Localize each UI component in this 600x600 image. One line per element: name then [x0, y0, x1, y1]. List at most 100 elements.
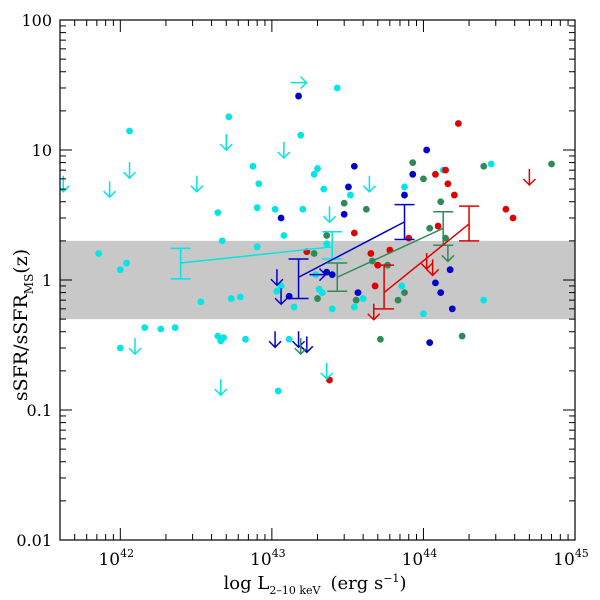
arrow-head	[219, 143, 233, 152]
data-point-cyan	[242, 335, 249, 343]
data-point-cyan	[487, 160, 495, 168]
arrow-head	[426, 268, 440, 277]
data-point-cyan	[95, 250, 103, 257]
data-point-red	[502, 205, 510, 213]
data-point-cyan	[310, 170, 318, 178]
upper-limit-arrow-cyan	[103, 181, 117, 199]
arrow-head	[294, 347, 308, 356]
arrow-head	[318, 268, 327, 282]
data-point-cyan	[285, 335, 293, 343]
x-axis-label: log L2–10 keV (erg s−1)	[224, 572, 407, 597]
data-point-cyan	[123, 259, 130, 267]
data-point-cyan	[171, 324, 179, 332]
main-sequence-band	[60, 240, 575, 320]
arrow-head	[320, 372, 334, 380]
arrow-head	[300, 345, 314, 354]
data-point-cyan	[320, 185, 328, 193]
data-point-green	[548, 160, 555, 168]
data-point-cyan	[220, 334, 227, 342]
data-point-green	[480, 162, 488, 170]
arrow-head	[292, 340, 306, 349]
data-point-cyan	[116, 266, 124, 274]
data-point-cyan	[255, 180, 263, 188]
data-point-blue	[401, 191, 408, 199]
upper-limit-arrow-blue	[274, 288, 288, 306]
upper-limit-arrow-cyan	[322, 206, 337, 224]
data-point-red	[367, 250, 375, 257]
data-point-cyan	[141, 324, 149, 332]
data-point-cyan	[323, 240, 331, 248]
binned-mean-blue	[288, 203, 415, 300]
data-point-cyan	[350, 303, 358, 311]
data-point-cyan	[347, 191, 354, 199]
data-point-blue	[426, 339, 434, 346]
x-tick-label: 1042	[98, 547, 134, 570]
y-axis-label: sSFR/sSFRMS(z)	[10, 249, 36, 401]
binned-mean-green	[327, 210, 454, 292]
data-point-cyan	[197, 298, 205, 306]
data-point-cyan	[280, 232, 288, 239]
data-point-cyan	[299, 205, 307, 213]
data-point-cyan	[297, 131, 305, 139]
data-point-cyan	[318, 289, 326, 296]
right-arrow-blue	[309, 268, 327, 282]
data-point-cyan	[218, 237, 226, 245]
data-point-blue	[409, 170, 417, 178]
data-point-cyan	[271, 205, 279, 213]
binned-mean-line	[180, 246, 333, 264]
ticks	[59, 19, 576, 541]
x-tick-label: 1044	[402, 547, 438, 570]
data-point-red	[405, 234, 413, 242]
data-point-cyan	[249, 162, 257, 170]
arrow-head	[103, 190, 117, 199]
data-point-cyan	[237, 293, 244, 301]
arrow-head	[60, 185, 70, 193]
data-point-cyan	[273, 287, 281, 295]
data-point-cyan	[480, 296, 488, 304]
upper-limit-arrow-cyan	[190, 175, 204, 193]
data-point-green	[362, 205, 370, 213]
upper-limit-arrow-green	[294, 338, 308, 356]
upper-limit-arrow-cyan	[362, 175, 376, 193]
data-point-green	[310, 250, 318, 257]
upper-limit-arrow-blue	[270, 269, 284, 287]
data-point-green	[458, 332, 466, 340]
data-point-cyan	[253, 204, 261, 212]
plot-area: 1042 1043 1044 1045 0.01 0.1 1 10 100	[16, 11, 588, 570]
data-point-blue	[295, 92, 302, 100]
y-tick-label: 0.1	[27, 401, 52, 420]
data-point-cyan	[274, 387, 282, 395]
data-point-red	[444, 180, 452, 188]
data-point-red	[434, 222, 442, 230]
arrow-head	[268, 340, 282, 349]
y-tick-label: 10	[32, 141, 52, 160]
data-point-green	[394, 296, 402, 304]
upper-limit-arrow-green	[441, 245, 455, 263]
binned-mean-line	[336, 227, 444, 278]
upper-limit-arrow-cyan	[320, 362, 334, 380]
arrow-head	[367, 313, 381, 321]
arrow-head	[420, 262, 434, 271]
data-point-green	[314, 295, 321, 302]
data-point-cyan	[328, 305, 336, 313]
data-point-cyan	[290, 303, 298, 311]
data-point-cyan	[420, 310, 427, 318]
data-point-green	[437, 198, 445, 206]
upper-limit-arrow-blue	[300, 336, 314, 354]
data-point-green	[401, 289, 408, 296]
data-point-red	[350, 229, 358, 237]
data-point-cyan	[116, 344, 124, 352]
upper-limit-arrow-cyan	[128, 338, 142, 356]
data-point-red	[509, 214, 517, 222]
data-point-blue	[350, 162, 358, 170]
upper-limit-arrow-cyan	[122, 162, 137, 180]
data-point-red	[432, 170, 439, 178]
arrow-head	[270, 278, 284, 287]
arrow-head	[322, 215, 337, 224]
data-point-blue	[354, 289, 362, 296]
x-tick-label: 1043	[250, 547, 286, 570]
data-point-green	[420, 175, 427, 183]
data-point-green	[352, 296, 360, 304]
arrow-head	[214, 388, 228, 397]
upper-limit-arrow-cyan	[277, 142, 291, 160]
